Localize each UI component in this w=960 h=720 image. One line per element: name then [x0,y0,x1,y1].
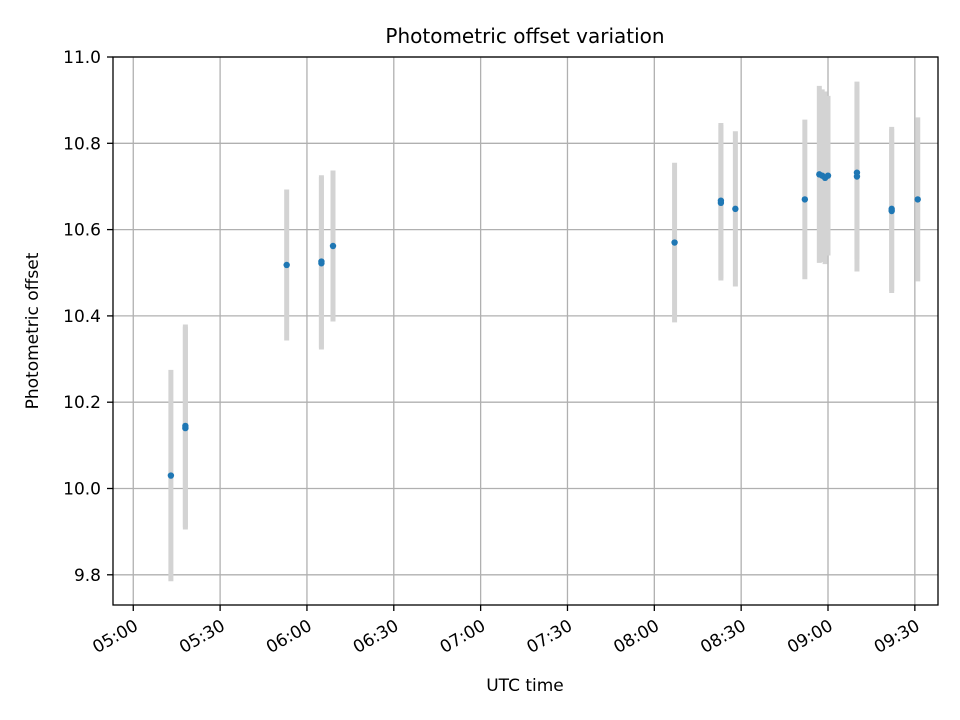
y-tick-label: 10.4 [63,307,101,327]
y-tick-label: 10.6 [63,221,101,241]
chart-title: Photometric offset variation [385,24,664,48]
data-point [671,239,678,246]
data-point [182,422,189,430]
y-tick-label: 10.2 [63,393,101,413]
data-point [824,172,832,179]
plot-frame [112,56,939,606]
x-axis-label: UTC time [486,676,564,696]
data-point [801,196,809,203]
data-point [732,205,739,213]
y-axis-ticks: 9.8 10.0 10.2 10.4 10.6 10.8 11.0 [63,48,113,586]
y-tick-label: 10.0 [63,479,101,499]
data-point [329,242,337,250]
y-tick-label: 10.8 [63,134,101,154]
data-point [717,197,725,204]
y-axis-label: Photometric offset [23,252,43,409]
data-point [283,261,290,269]
y-tick-label: 11.0 [63,48,101,68]
data-point [853,173,861,180]
data-point [888,205,895,213]
data-point [914,196,921,203]
y-tick-label: 9.8 [74,566,101,586]
data-point [167,472,175,479]
data-point [318,258,325,265]
data-points [167,169,921,479]
